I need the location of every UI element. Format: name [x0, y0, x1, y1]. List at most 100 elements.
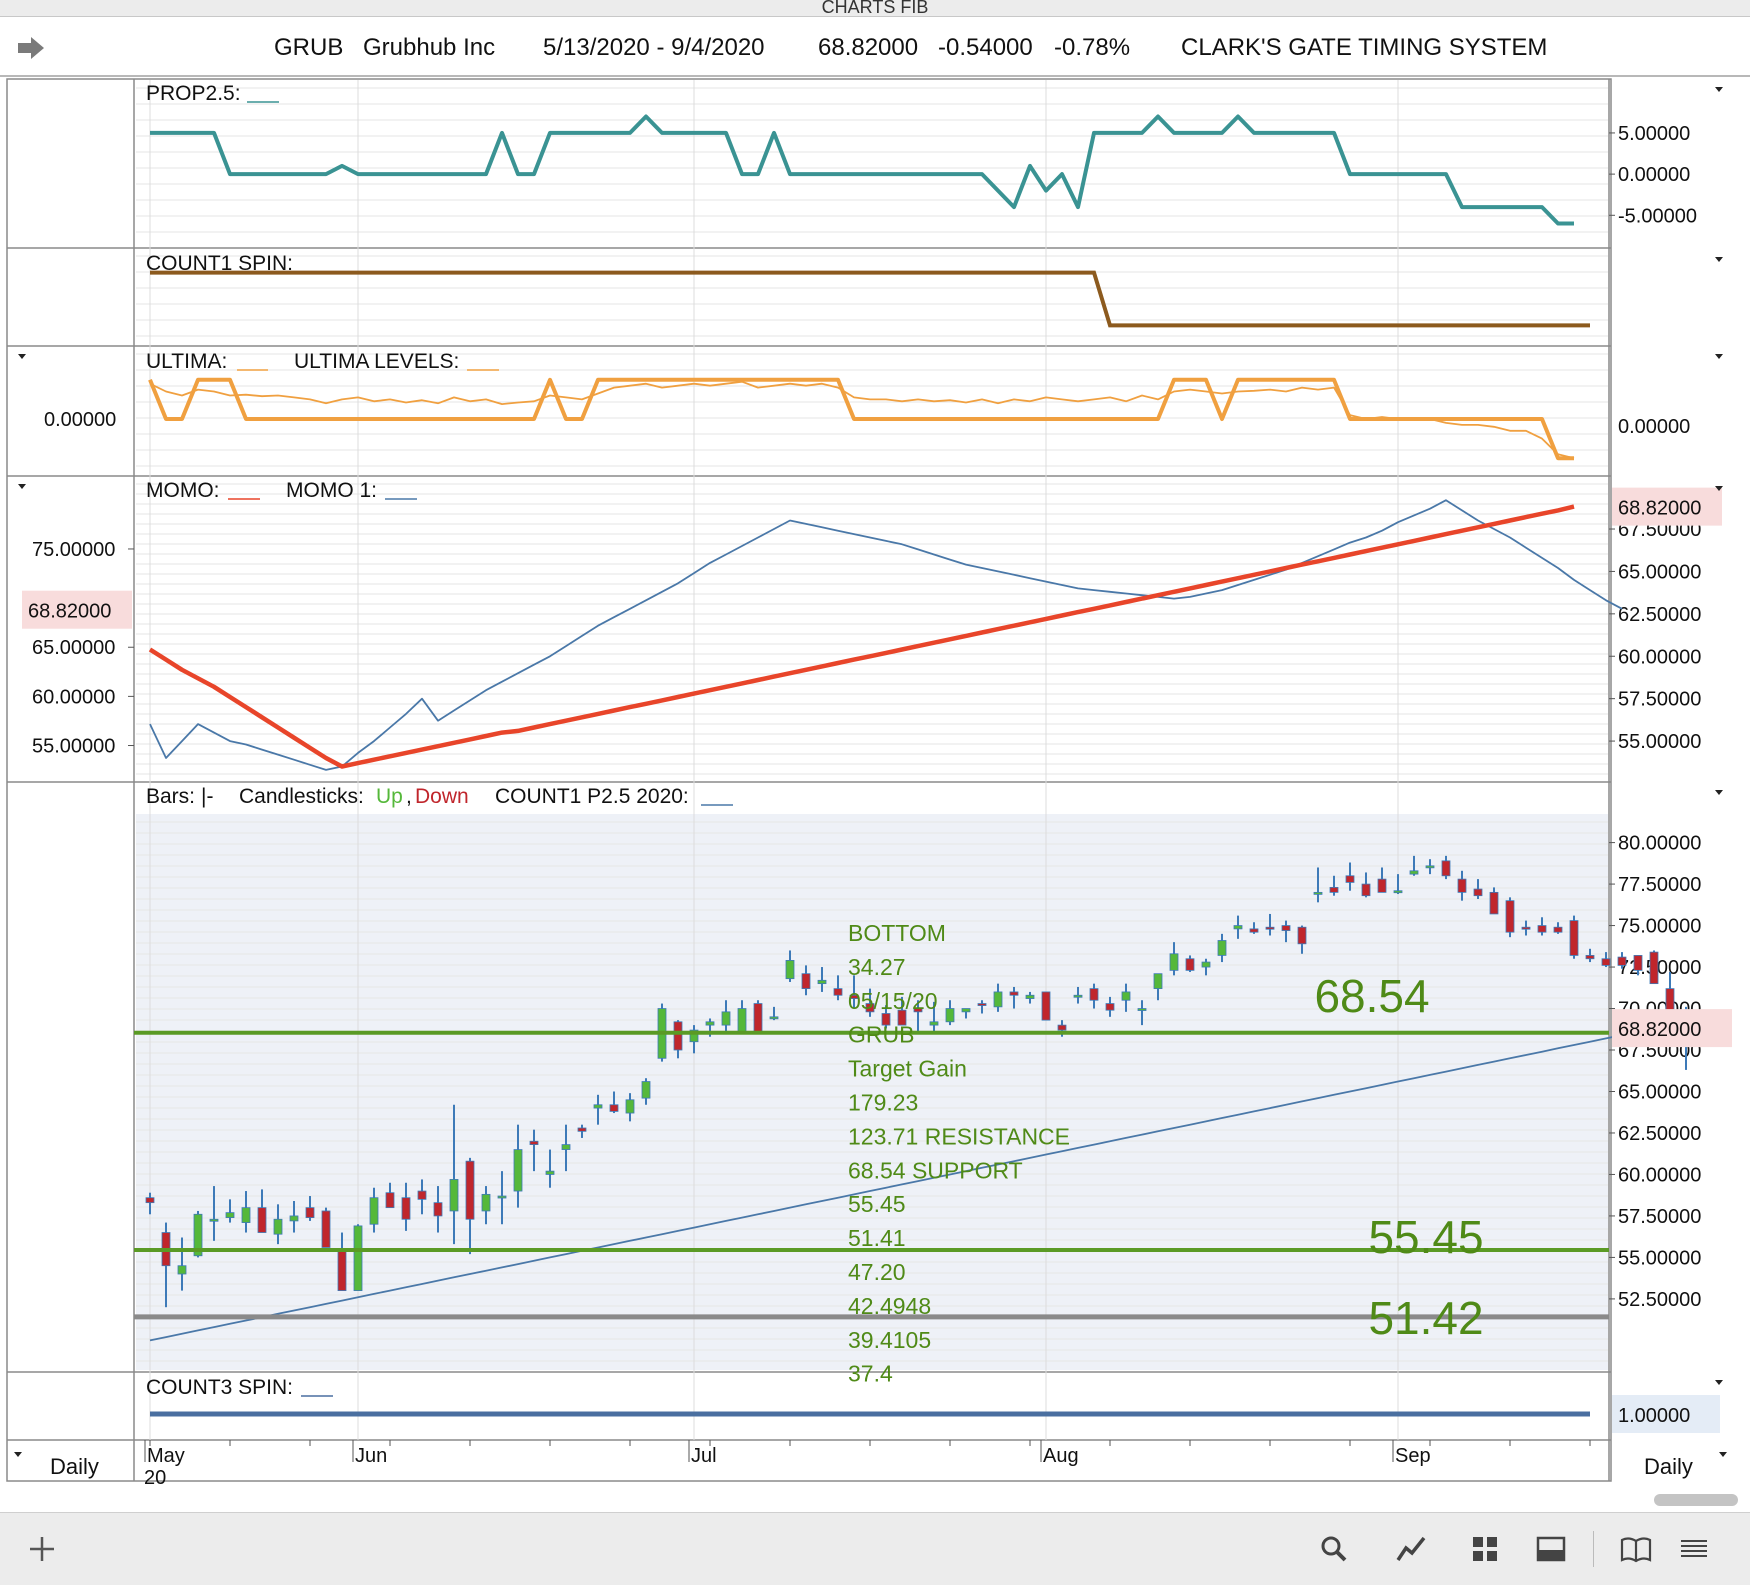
book-icon[interactable] [1620, 1533, 1652, 1565]
candle-down-body [801, 973, 811, 990]
candle-down-body [529, 1140, 539, 1145]
header-symbol: GRUB [274, 34, 344, 61]
legend-down: Down [415, 785, 469, 808]
charts-canvas[interactable]: 5.00000 0.00000 -5.00000 0.00000 0.00000 75… [0, 77, 1750, 1511]
candle [849, 975, 859, 1009]
header-system-name: CLARK'S GATE TIMING SYSTEM [1181, 34, 1548, 61]
candle-up-body [721, 1011, 731, 1026]
price-pane-menu-icon[interactable] [1715, 790, 1723, 795]
bottom-toolbar [0, 1512, 1750, 1585]
candle-down-body [833, 988, 843, 996]
legend-prop: PROP2.5: [146, 82, 241, 105]
candle [1489, 887, 1499, 915]
momo-right-ytick: 55.00000 [1618, 731, 1701, 753]
ultima-pane-menu-icon[interactable] [1715, 354, 1723, 359]
magnifier-icon[interactable] [1318, 1533, 1350, 1565]
momo-right-ytick: 57.50000 [1618, 689, 1701, 711]
ultima-left-ytick: 0.00000 [44, 409, 116, 431]
prop-pane-menu-icon[interactable] [1715, 87, 1723, 92]
candle [385, 1182, 395, 1209]
pane-menu-carets[interactable] [14, 87, 1727, 1457]
ultima-left-menu-icon[interactable] [18, 354, 26, 359]
candle-down-body [977, 1003, 987, 1006]
price-last-flag-text: 68.82000 [1618, 1019, 1701, 1041]
header-date-range: 5/13/2020 - 9/4/2020 [543, 34, 765, 61]
candle-down-body [865, 1003, 875, 1013]
momo-left-ytick: 65.00000 [32, 637, 115, 659]
momo-right-ytick: 62.50000 [1618, 604, 1701, 626]
momo-left-ytick: 55.00000 [32, 736, 115, 758]
x-year-label: 20 [144, 1467, 166, 1489]
count1-pane-menu-icon[interactable] [1715, 257, 1723, 262]
annotation-text: 05/15/20 [848, 988, 938, 1014]
candle-down-body [417, 1190, 427, 1200]
candle-down-body [257, 1207, 267, 1233]
momo-pane-menu-icon[interactable] [1715, 486, 1723, 491]
annotation-text: 123.71 RESISTANCE [848, 1123, 1070, 1149]
candle-down-body [1601, 958, 1611, 966]
period-left[interactable]: Daily [50, 1454, 99, 1479]
line-chart-icon[interactable] [1395, 1533, 1427, 1565]
header-change-percent: -0.78% [1054, 34, 1131, 61]
candle [961, 1008, 971, 1019]
candle [1233, 915, 1243, 939]
candle-down-body [881, 1013, 891, 1026]
candle-down-body [433, 1202, 443, 1217]
price-ytick: 65.00000 [1618, 1081, 1701, 1103]
count1-spin-line [150, 270, 1590, 328]
period-right[interactable]: Daily [1644, 1454, 1693, 1479]
prop-ytick: -5.00000 [1618, 205, 1697, 227]
candle-up-body [641, 1081, 651, 1099]
candle-up-body [1409, 870, 1419, 875]
candle-up-body [209, 1218, 219, 1222]
candle-down-body [1345, 875, 1355, 883]
count3-right-ytick: 1.00000 [1618, 1405, 1690, 1427]
candle [1377, 867, 1387, 893]
price-ytick: 80.00000 [1618, 833, 1701, 855]
candle-down-body [145, 1197, 155, 1204]
candle [689, 1025, 699, 1054]
ultima-line [148, 377, 1574, 461]
candle [369, 1187, 379, 1233]
candle [449, 1104, 459, 1245]
prop-legend: PROP2.5: [146, 82, 279, 105]
candle-down-body [577, 1127, 587, 1132]
period-right-menu-icon[interactable] [1719, 1452, 1727, 1457]
candle [1201, 958, 1211, 976]
panel-icon[interactable] [1535, 1533, 1567, 1565]
annotation-text: 39.4105 [848, 1327, 931, 1353]
forward-arrow-icon[interactable] [16, 35, 46, 61]
horizontal-scrollbar-thumb[interactable] [1654, 1494, 1738, 1506]
candle-up-body [961, 1008, 971, 1013]
x-month-label: Jul [691, 1445, 717, 1467]
candle [1441, 855, 1451, 880]
candle-down-body [1089, 988, 1099, 1001]
candle [625, 1093, 635, 1122]
hamburger-icon[interactable] [1678, 1533, 1710, 1565]
header-last-price: 68.82000 [818, 34, 919, 61]
grid-icon[interactable] [1469, 1533, 1501, 1565]
candle-up-body [993, 991, 1003, 1008]
candle-up-body [289, 1215, 299, 1222]
plus-icon[interactable] [26, 1533, 58, 1565]
candle [1137, 1000, 1147, 1026]
candle-up-body [1073, 994, 1083, 998]
period-left-menu-icon[interactable] [14, 1452, 22, 1457]
candle [881, 1005, 891, 1029]
candle-down-body [1281, 925, 1291, 931]
candle [977, 1000, 987, 1014]
candle [1473, 879, 1483, 900]
candle [353, 1224, 363, 1292]
candle [1649, 950, 1659, 985]
candle [1521, 920, 1531, 936]
momo-left-menu-icon[interactable] [18, 484, 26, 489]
annotation-text: 34.27 [848, 954, 906, 980]
x-month-label: Sep [1395, 1445, 1431, 1467]
price-last-flag: 68.82000 [1612, 1009, 1732, 1048]
candle [785, 950, 795, 982]
candle-down-body [1521, 926, 1531, 930]
candle [721, 1000, 731, 1034]
count3-pane-menu-icon[interactable] [1715, 1380, 1723, 1385]
candle-up-body [353, 1225, 363, 1292]
candle-up-body [273, 1218, 283, 1235]
